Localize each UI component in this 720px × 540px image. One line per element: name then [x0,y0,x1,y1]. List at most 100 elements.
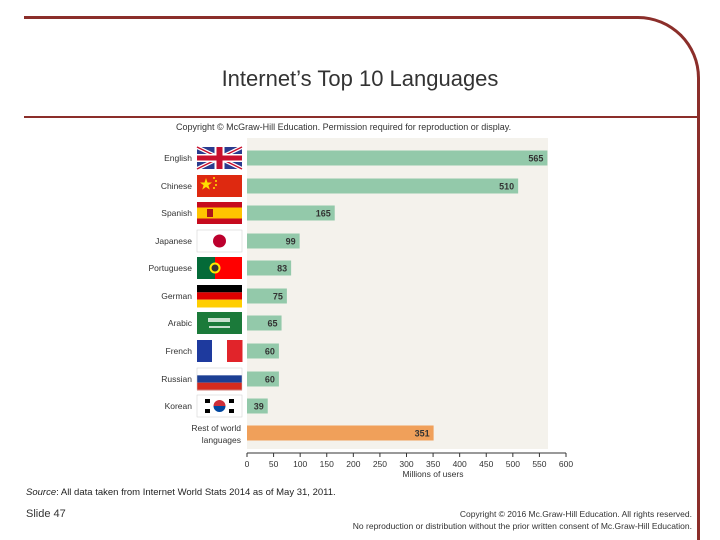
flag-stripe [197,285,242,293]
category-label: Russian [161,374,192,384]
category-label: Rest of world [191,423,241,433]
flag-stripe [197,368,242,376]
footer-copyright-line2: No reproduction or distribution without … [352,521,692,531]
x-tick-label: 150 [320,459,334,469]
germany-flag-icon [197,285,242,308]
footer-copyright: Copyright © 2016 Mc.Graw-Hill Education.… [353,508,692,532]
x-tick-label: 200 [346,459,360,469]
flag-taeguk-blue [213,406,226,412]
x-tick-label: 600 [559,459,573,469]
korea-flag-icon [196,394,243,418]
x-tick-label: 400 [453,459,467,469]
bar-value-label: 60 [265,347,275,357]
flag-stripe [227,340,243,362]
flag-border [196,367,243,391]
x-tick-label: 550 [532,459,546,469]
flag-field [197,312,242,334]
flag-trigram [205,409,210,413]
bar-value-label: 83 [277,264,287,274]
bar [247,178,519,194]
source-text: : All data taken from Internet World Sta… [56,487,336,498]
category-label: Korean [165,401,193,411]
bar-value-label: 65 [268,319,278,329]
flag-trigram [205,399,210,403]
category-label: Spanish [161,208,192,218]
title-divider [24,116,700,118]
spain-flag-icon [197,202,242,224]
bar [247,371,279,387]
flag-field [197,175,242,197]
flag-small-star [213,177,215,179]
bar-value-label: 99 [286,237,296,247]
portugal-flag-icon [197,257,242,279]
x-tick-label: 500 [506,459,520,469]
bar [247,260,292,276]
frame-top-line [24,16,624,19]
flag-stripe [197,207,242,219]
bar [247,288,287,304]
saudi-arabia-flag-icon [197,312,242,334]
frame-right-line [697,108,700,540]
category-label: Chinese [161,181,192,191]
x-tick-label: 50 [269,459,279,469]
flag-cross-red [216,147,223,169]
flag-script [208,318,230,322]
uk-flag-icon [196,145,243,171]
x-tick-label: 0 [245,459,250,469]
flag-trigram [229,399,234,403]
bar-value-label: 60 [265,375,275,385]
chart-copyright: Copyright © McGraw-Hill Education. Permi… [176,122,512,132]
category-label: Japanese [155,236,192,246]
x-tick-label: 350 [426,459,440,469]
flag-stripe [197,340,212,362]
flag-stripe [197,375,242,383]
bar [247,233,300,249]
bar [247,398,268,414]
category-label: Portuguese [149,263,193,273]
flag-stripe [197,292,242,300]
china-flag-icon [197,175,242,197]
flag-star [200,178,212,190]
category-label: English [164,153,192,163]
x-tick-label: 300 [399,459,413,469]
bar [247,150,548,166]
flag-stripe [197,382,242,391]
flag-stripe [212,340,227,362]
bar-value-label: 75 [273,292,283,302]
bar-value-label: 351 [415,429,430,439]
x-axis-label: Millions of users [403,469,464,479]
x-tick-label: 450 [479,459,493,469]
bar [247,425,434,441]
bar-value-label: 565 [528,154,543,164]
flag-taeguk-red [213,400,226,406]
flag-shield [211,264,219,272]
bar [247,343,279,359]
flag-small-star [215,184,217,186]
source-label: Source [26,487,57,498]
slide-number: Slide 47 [26,508,66,520]
france-flag-icon [197,340,243,362]
x-tick-label: 250 [373,459,387,469]
x-tick-label: 100 [293,459,307,469]
category-label: French [166,346,193,356]
slide-title: Internet’s Top 10 Languages [221,66,499,91]
flag-emblem [207,209,213,217]
flag-stripe [197,299,242,308]
bar-value-label: 510 [499,182,514,192]
bar [247,205,335,221]
category-label: languages [202,435,241,445]
bar-value-label: 165 [316,209,331,219]
category-label: Arabic [168,318,193,328]
russia-flag-icon [196,367,243,391]
flag-small-star [215,180,217,182]
japan-flag-icon [196,229,243,253]
flag-trigram [229,409,234,413]
bar [247,315,282,331]
bar-value-label: 39 [254,402,264,412]
flag-disc [213,234,226,248]
footer-copyright-line1: Copyright © 2016 Mc.Graw-Hill Education.… [459,509,692,519]
category-label: German [161,291,192,301]
flag-small-star [213,187,215,189]
flag-green [197,257,215,279]
